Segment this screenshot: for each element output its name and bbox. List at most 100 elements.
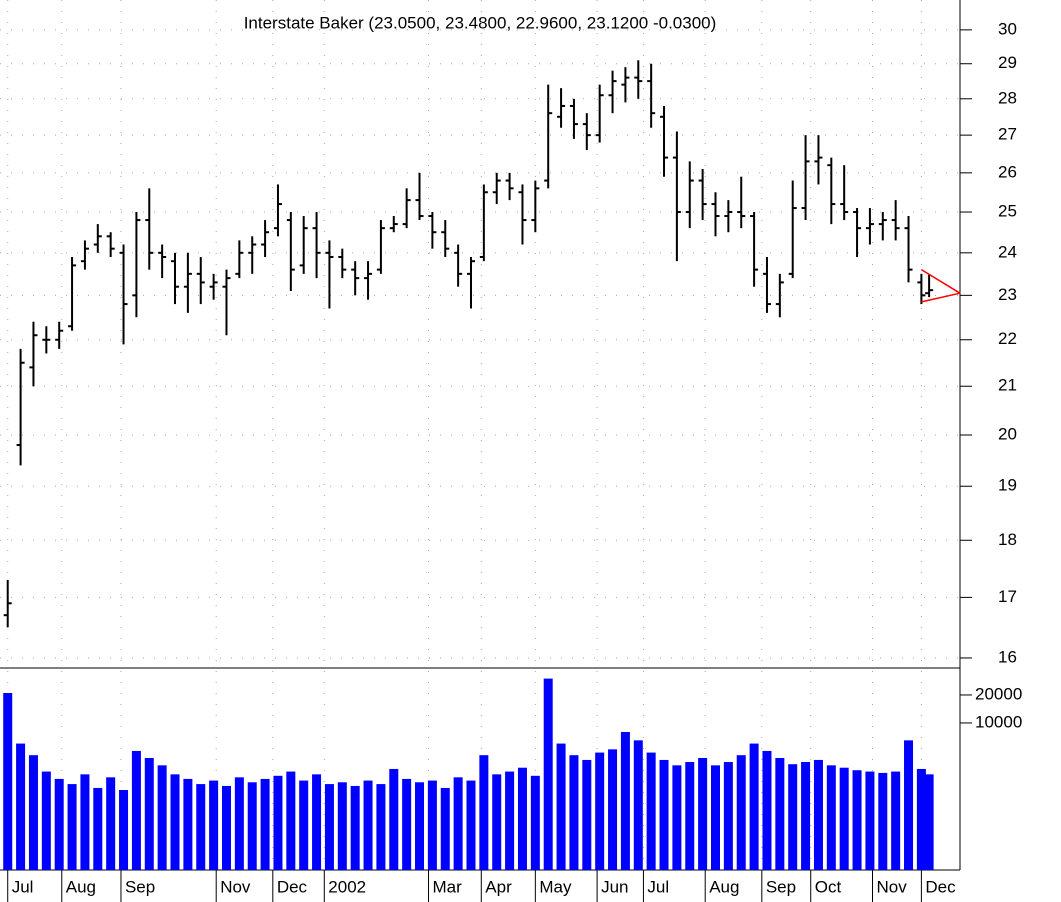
volume-bar bbox=[530, 775, 540, 870]
volume-bar bbox=[646, 752, 656, 870]
volume-bar bbox=[826, 765, 836, 870]
x-tick-label: Jul bbox=[12, 877, 34, 896]
volume-bar bbox=[247, 782, 257, 870]
x-tick-label: Aug bbox=[66, 877, 96, 896]
y-tick-label: 22 bbox=[998, 329, 1017, 348]
volume-bar bbox=[852, 770, 862, 870]
volume-bar bbox=[131, 750, 141, 870]
volume-bar bbox=[916, 768, 926, 870]
x-tick-label: Jun bbox=[601, 877, 628, 896]
volume-bar bbox=[582, 759, 592, 870]
chart-title: Interstate Baker (23.0500, 23.4800, 22.9… bbox=[244, 13, 717, 32]
y-tick-label: 16 bbox=[998, 647, 1017, 666]
volume-bar bbox=[659, 759, 669, 870]
y-tick-label: 27 bbox=[998, 125, 1017, 144]
volume-bar bbox=[106, 777, 116, 870]
y-tick-label: 30 bbox=[998, 19, 1017, 38]
volume-bar bbox=[170, 774, 180, 870]
volume-bar bbox=[389, 768, 399, 870]
x-tick-label: Apr bbox=[485, 877, 512, 896]
volume-bar bbox=[556, 743, 566, 870]
x-tick-label: Jul bbox=[647, 877, 669, 896]
volume-bar bbox=[505, 771, 515, 870]
volume-bar bbox=[324, 784, 334, 870]
y-tick-label: 18 bbox=[998, 530, 1017, 549]
volume-bar bbox=[813, 759, 823, 870]
volume-bar bbox=[801, 762, 811, 870]
volume-bar bbox=[762, 750, 772, 870]
volume-bar bbox=[698, 757, 708, 870]
y-tick-label: 26 bbox=[998, 162, 1017, 181]
volume-bar bbox=[569, 755, 579, 870]
volume-bar bbox=[260, 778, 270, 870]
projection-line bbox=[921, 292, 961, 303]
y-tick-label: 20000 bbox=[975, 684, 1022, 703]
x-tick-label: Oct bbox=[815, 877, 842, 896]
volume-bar bbox=[479, 755, 489, 870]
volume-bar bbox=[28, 755, 38, 870]
volume-bar bbox=[363, 780, 373, 870]
y-tick-label: 20 bbox=[998, 424, 1017, 443]
volume-bar bbox=[543, 678, 553, 870]
volume-bar bbox=[312, 774, 322, 870]
y-tick-label: 17 bbox=[998, 587, 1017, 606]
x-tick-label: Aug bbox=[709, 877, 739, 896]
volume-bar bbox=[16, 743, 26, 870]
volume-bar bbox=[775, 757, 785, 870]
volume-bar bbox=[865, 771, 875, 870]
y-tick-label: 21 bbox=[998, 376, 1017, 395]
volume-bar bbox=[402, 778, 412, 870]
volume-bar bbox=[415, 782, 425, 870]
volume-bar bbox=[440, 787, 450, 870]
volume-bar bbox=[209, 780, 219, 870]
x-tick-label: Mar bbox=[433, 877, 463, 896]
volume-bar bbox=[466, 780, 476, 870]
x-tick-label: Nov bbox=[876, 877, 907, 896]
volume-bar bbox=[710, 765, 720, 870]
volume-bar bbox=[350, 785, 360, 870]
x-tick-label: Dec bbox=[277, 877, 308, 896]
volume-bar bbox=[608, 749, 618, 870]
volume-bar bbox=[595, 752, 605, 870]
volume-bar bbox=[234, 777, 244, 870]
y-tick-label: 24 bbox=[998, 242, 1017, 261]
volume-bar bbox=[453, 777, 463, 870]
volume-bar bbox=[157, 765, 167, 870]
y-tick-label: 19 bbox=[998, 476, 1017, 495]
volume-bar bbox=[286, 771, 296, 870]
volume-bar bbox=[273, 775, 283, 870]
volume-bar bbox=[196, 784, 206, 870]
volume-bar bbox=[41, 771, 51, 870]
volume-bar bbox=[337, 782, 347, 870]
volume-bar bbox=[221, 785, 231, 870]
volume-bar bbox=[119, 790, 129, 870]
volume-bar bbox=[685, 762, 695, 870]
projection-line bbox=[921, 268, 961, 294]
volume-bar bbox=[891, 771, 901, 870]
volume-bar bbox=[788, 764, 798, 870]
volume-bar bbox=[904, 740, 914, 870]
y-tick-label: 25 bbox=[998, 202, 1017, 221]
x-tick-label: Sep bbox=[766, 877, 796, 896]
volume-bar bbox=[633, 740, 643, 870]
volume-bar bbox=[93, 787, 103, 870]
volume-bar bbox=[376, 784, 386, 870]
volume-bar bbox=[183, 778, 193, 870]
volume-bar bbox=[144, 757, 154, 870]
volume-bar bbox=[517, 767, 527, 870]
volume-bar bbox=[492, 774, 502, 870]
y-tick-label: 28 bbox=[998, 88, 1017, 107]
volume-bar bbox=[672, 765, 682, 870]
volume-bar bbox=[80, 774, 90, 870]
volume-bar bbox=[620, 731, 630, 870]
volume-bar bbox=[54, 778, 64, 870]
x-tick-label: Dec bbox=[925, 877, 956, 896]
volume-bar bbox=[299, 780, 309, 870]
x-tick-label: May bbox=[539, 877, 572, 896]
volume-bar bbox=[736, 755, 746, 870]
volume-bar bbox=[878, 772, 888, 870]
y-tick-label: 29 bbox=[998, 53, 1017, 72]
volume-bar bbox=[924, 774, 934, 870]
